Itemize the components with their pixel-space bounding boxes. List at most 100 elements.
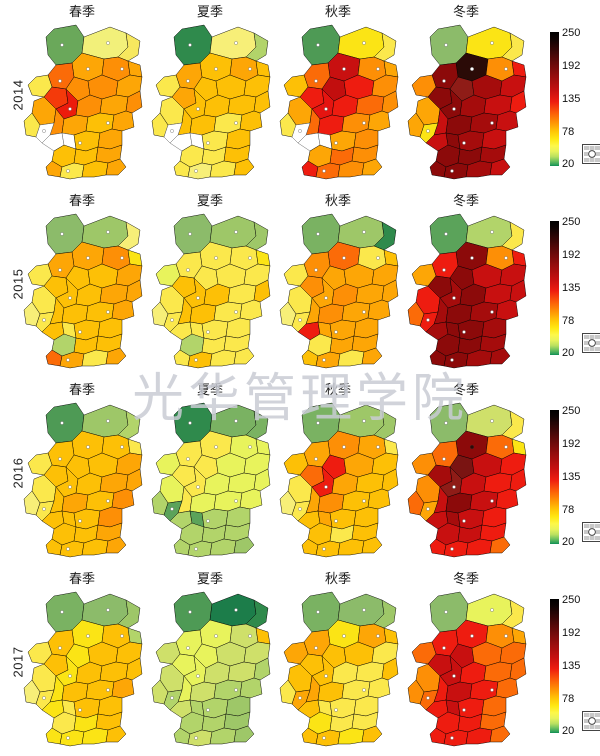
year-row-2015: 2015 春季 <box>0 189 600 378</box>
map-panel[interactable]: 冬季 <box>402 378 530 567</box>
colorbar-tick: 192 <box>562 249 581 261</box>
choropleth-map[interactable] <box>402 586 530 752</box>
map-svg <box>279 402 399 558</box>
map-svg <box>151 213 271 369</box>
map-panel[interactable]: 春季 <box>18 378 146 567</box>
choropleth-map[interactable] <box>146 397 274 563</box>
choropleth-map[interactable] <box>274 19 402 185</box>
colorbar: 250 192 135 78 20 <box>548 26 600 172</box>
map-panel[interactable]: 冬季 <box>402 0 530 189</box>
colorbar-tick: 20 <box>562 536 575 548</box>
panel-title: 秋季 <box>324 5 351 20</box>
choropleth-map[interactable] <box>274 586 402 752</box>
colorbar-tick: 250 <box>562 27 581 39</box>
choropleth-map[interactable] <box>274 208 402 374</box>
city-markers <box>170 608 252 740</box>
map-svg <box>407 24 527 180</box>
map-panel[interactable]: 夏季 <box>146 0 274 189</box>
panel-title: 秋季 <box>324 383 351 398</box>
map-panel[interactable]: 春季 <box>18 0 146 189</box>
colorbar-tick: 20 <box>562 347 575 359</box>
colorbar-tick: 78 <box>562 315 575 327</box>
colorbar: 250 192 135 78 20 <box>548 593 600 739</box>
colorbar-gradient <box>550 410 559 544</box>
city-markers <box>170 41 252 173</box>
colorbar-tick: 20 <box>562 158 575 170</box>
panel-title: 春季 <box>68 572 95 587</box>
colorbar-tick: 192 <box>562 438 581 450</box>
city-markers <box>170 230 252 362</box>
year-row-2017: 2017 春季 <box>0 567 600 756</box>
choropleth-map[interactable] <box>146 208 274 374</box>
city-markers <box>298 230 380 362</box>
map-svg <box>23 213 143 369</box>
map-panel[interactable]: 夏季 <box>146 378 274 567</box>
city-markers <box>426 419 508 551</box>
colorbar-tick: 78 <box>562 693 575 705</box>
map-panel[interactable]: 春季 <box>18 567 146 756</box>
city-markers <box>426 608 508 740</box>
city-markers <box>298 419 380 551</box>
map-svg <box>23 591 143 747</box>
choropleth-map[interactable] <box>274 397 402 563</box>
compass-rose-icon <box>582 522 600 542</box>
map-svg <box>279 591 399 747</box>
map-panel[interactable]: 秋季 <box>274 0 402 189</box>
map-svg <box>407 591 527 747</box>
map-panel[interactable]: 秋季 <box>274 567 402 756</box>
panel-title: 冬季 <box>452 5 479 20</box>
map-panel[interactable]: 夏季 <box>146 567 274 756</box>
map-panel[interactable]: 冬季 <box>402 189 530 378</box>
city-markers <box>298 41 380 173</box>
city-markers <box>426 41 508 173</box>
choropleth-map[interactable] <box>18 19 146 185</box>
panel-title: 春季 <box>68 5 95 20</box>
map-svg <box>407 213 527 369</box>
panel-title: 夏季 <box>196 572 223 587</box>
map-panel[interactable]: 夏季 <box>146 189 274 378</box>
city-markers <box>42 608 124 740</box>
map-svg <box>151 24 271 180</box>
colorbar: 250 192 135 78 20 <box>548 404 600 550</box>
colorbar-tick: 78 <box>562 504 575 516</box>
choropleth-map[interactable] <box>18 586 146 752</box>
colorbar-tick: 135 <box>562 471 581 483</box>
choropleth-map[interactable] <box>402 208 530 374</box>
panel-title: 秋季 <box>324 572 351 587</box>
colorbar-gradient <box>550 221 559 355</box>
choropleth-map[interactable] <box>146 586 274 752</box>
choropleth-map[interactable] <box>402 397 530 563</box>
map-panel[interactable]: 冬季 <box>402 567 530 756</box>
choropleth-map[interactable] <box>402 19 530 185</box>
panel-title: 春季 <box>68 194 95 209</box>
colorbar-gradient <box>550 599 559 733</box>
map-svg <box>407 402 527 558</box>
colorbar-tick: 250 <box>562 594 581 606</box>
map-panel[interactable]: 春季 <box>18 189 146 378</box>
colorbar-tick: 20 <box>562 725 575 737</box>
panel-title: 冬季 <box>452 572 479 587</box>
map-svg <box>23 402 143 558</box>
choropleth-map[interactable] <box>18 397 146 563</box>
colorbar-tick: 192 <box>562 60 581 72</box>
colorbar: 250 192 135 78 20 <box>548 215 600 361</box>
compass-rose-icon <box>582 144 600 164</box>
map-svg <box>151 591 271 747</box>
panel-title: 春季 <box>68 383 95 398</box>
panel-title: 冬季 <box>452 194 479 209</box>
panel-title: 秋季 <box>324 194 351 209</box>
choropleth-map[interactable] <box>146 19 274 185</box>
colorbar-gradient <box>550 32 559 166</box>
colorbar-tick: 250 <box>562 405 581 417</box>
panel-title: 夏季 <box>196 5 223 20</box>
choropleth-map[interactable] <box>18 208 146 374</box>
colorbar-tick: 250 <box>562 216 581 228</box>
map-panel[interactable]: 秋季 <box>274 189 402 378</box>
year-row-2016: 2016 春季 <box>0 378 600 567</box>
year-row-2014: 2014 春季 <box>0 0 600 189</box>
colorbar-tick: 135 <box>562 93 581 105</box>
map-panel[interactable]: 秋季 <box>274 378 402 567</box>
map-svg <box>151 402 271 558</box>
map-svg <box>279 213 399 369</box>
